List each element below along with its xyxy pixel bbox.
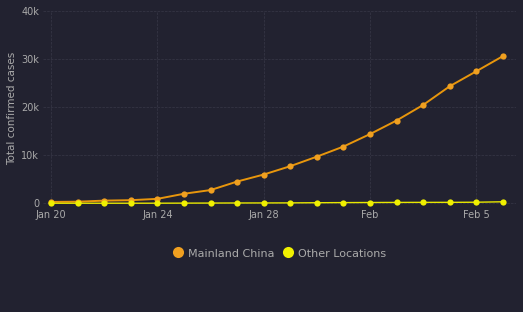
Other Locations (287, 201, 293, 205)
Other Locations (314, 201, 320, 205)
Other Locations (154, 201, 161, 205)
Mainland China (287, 164, 293, 168)
Mainland China (340, 145, 347, 149)
Mainland China (314, 155, 320, 158)
Mainland China (101, 199, 108, 202)
Mainland China (447, 85, 453, 88)
Mainland China (420, 103, 426, 107)
Mainland China (154, 197, 161, 201)
Other Locations (208, 201, 214, 205)
Other Locations (393, 201, 400, 204)
Other Locations (340, 201, 347, 204)
Other Locations (473, 200, 480, 204)
Other Locations (234, 201, 240, 205)
Mainland China (260, 173, 267, 176)
Mainland China (473, 70, 480, 73)
Mainland China (367, 132, 373, 136)
Other Locations (128, 201, 134, 205)
Mainland China (393, 119, 400, 122)
Mainland China (181, 192, 187, 196)
Legend: Mainland China, Other Locations: Mainland China, Other Locations (170, 244, 389, 262)
Other Locations (367, 201, 373, 204)
Mainland China (234, 180, 240, 183)
Y-axis label: Total confirmed cases: Total confirmed cases (7, 52, 17, 165)
Other Locations (75, 201, 81, 205)
Line: Other Locations: Other Locations (48, 199, 506, 206)
Other Locations (48, 201, 54, 205)
Mainland China (208, 188, 214, 192)
Other Locations (181, 201, 187, 205)
Mainland China (499, 54, 506, 58)
Mainland China (128, 198, 134, 202)
Other Locations (420, 201, 426, 204)
Mainland China (75, 200, 81, 203)
Line: Mainland China: Mainland China (48, 53, 506, 205)
Mainland China (48, 200, 54, 204)
Other Locations (101, 201, 108, 205)
Other Locations (499, 200, 506, 204)
Other Locations (260, 201, 267, 205)
Other Locations (447, 201, 453, 204)
